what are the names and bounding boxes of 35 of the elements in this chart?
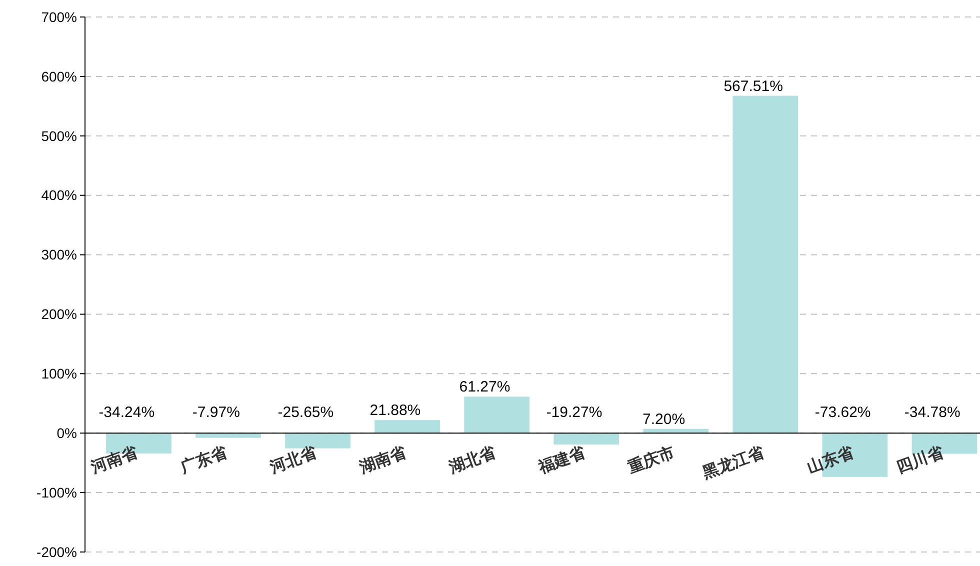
bar	[464, 396, 530, 434]
y-tick-label: 400%	[41, 187, 77, 204]
y-tick-label: 600%	[41, 68, 77, 84]
x-tick-label: 湖南省	[356, 442, 410, 477]
data-label: -34.78%	[904, 404, 960, 422]
y-tick-label: -200%	[36, 544, 77, 560]
data-label: -7.97%	[192, 404, 240, 422]
x-tick-label: 广东省	[176, 442, 230, 477]
x-tick-label: 福建省	[535, 442, 588, 477]
y-tick-label: 300%	[41, 246, 77, 263]
bar	[554, 433, 620, 445]
bar	[196, 433, 261, 438]
y-tick-label: 0%	[56, 425, 77, 442]
x-tick-label: 河南省	[87, 442, 141, 477]
bar	[732, 96, 798, 434]
y-tick-label: 500%	[41, 128, 77, 144]
data-label: 61.27%	[459, 378, 510, 396]
y-tick-label: -100%	[36, 484, 77, 500]
data-label: -25.65%	[278, 404, 334, 422]
x-tick-label: 河北省	[266, 442, 320, 477]
data-label: 21.88%	[370, 402, 421, 420]
x-tick-label: 山东省	[804, 442, 858, 477]
x-tick-label: 重庆市	[624, 442, 678, 477]
x-tick-label: 湖北省	[445, 442, 499, 477]
data-label: -73.62%	[814, 404, 871, 422]
x-tick-label: 黑龙江省	[699, 442, 768, 482]
y-tick-label: 100%	[41, 366, 77, 382]
x-tick-label: 四川省	[894, 442, 947, 477]
data-label: 567.51%	[724, 78, 783, 95]
y-tick-label: 700%	[41, 8, 77, 25]
data-label: -34.24%	[98, 404, 155, 422]
data-label: -19.27%	[546, 404, 602, 422]
y-tick-label: 200%	[41, 306, 77, 322]
data-label: 7.20%	[642, 410, 686, 428]
bar	[374, 420, 440, 434]
